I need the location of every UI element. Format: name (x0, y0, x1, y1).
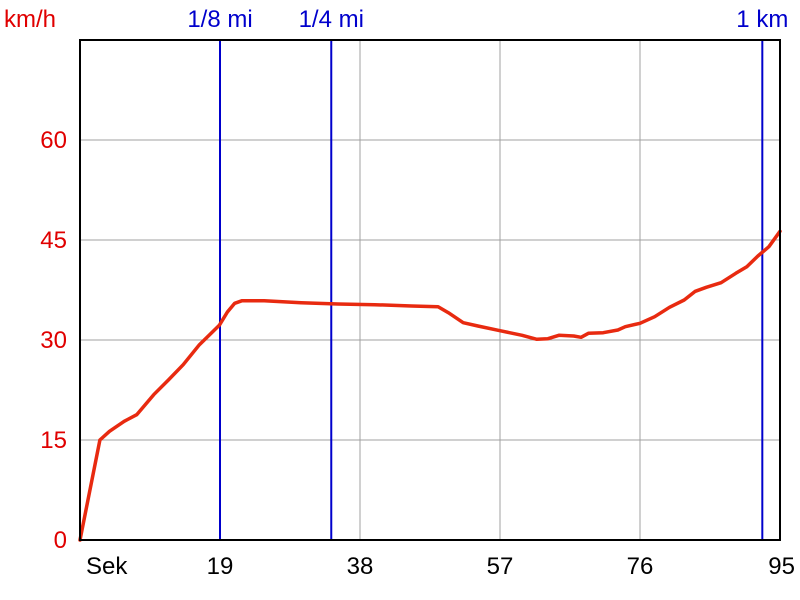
distance-marker-label: 1 km (736, 6, 788, 33)
x-tick-label: 57 (487, 553, 514, 580)
y-tick-label: 60 (40, 127, 67, 154)
tick-label-layer: 0 15 30 45 60 19 38 57 76 95 (40, 127, 795, 580)
x-tick-label: 38 (347, 553, 374, 580)
distance-marker-label: 1/8 mi (187, 6, 252, 33)
y-tick-label: 30 (40, 327, 67, 354)
y-axis-unit-label: km/h (4, 6, 56, 33)
x-tick-label: 76 (627, 553, 654, 580)
y-tick-label: 15 (40, 427, 67, 454)
y-tick-label: 45 (40, 227, 67, 254)
plot-frame (79, 39, 781, 541)
distance-marker-layer: 1/8 mi 1/4 mi 1 km (187, 6, 788, 540)
speed-series-line (78, 229, 782, 542)
series-layer (78, 229, 782, 542)
grid-layer (80, 40, 780, 540)
y-tick-label: 0 (54, 527, 67, 554)
x-tick-label: 95 (768, 553, 795, 580)
x-tick-label: 19 (207, 553, 234, 580)
x-axis-unit-label: Sek (86, 553, 128, 580)
distance-marker-label: 1/4 mi (299, 6, 364, 33)
